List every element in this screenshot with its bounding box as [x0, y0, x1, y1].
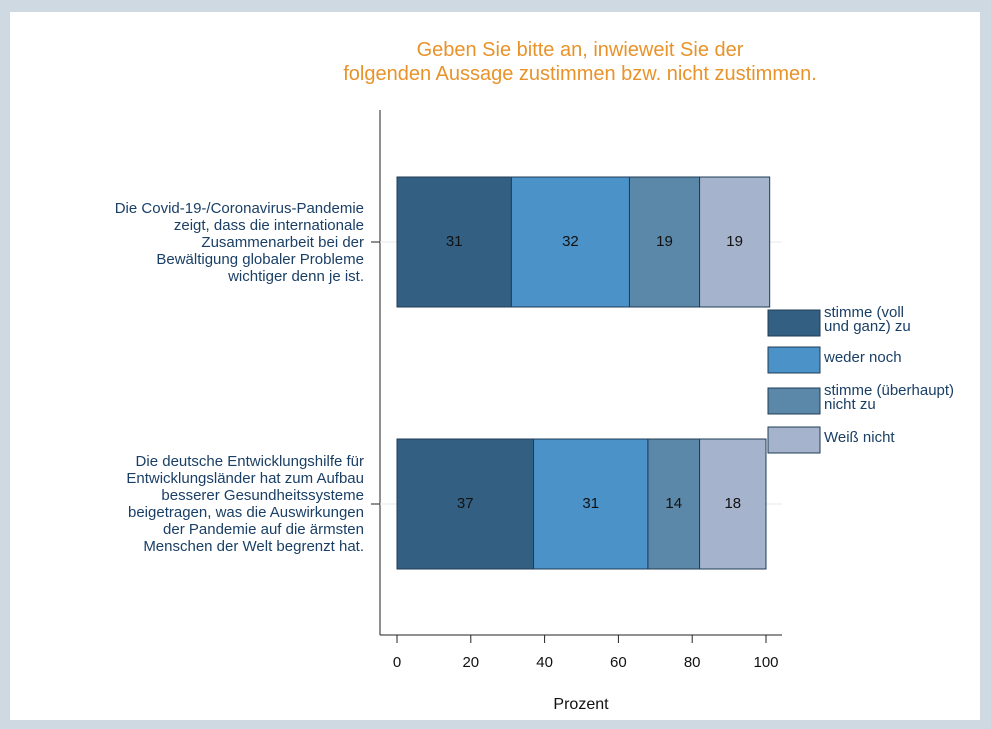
data-label: 31	[582, 495, 599, 512]
data-label: 37	[457, 495, 474, 512]
legend-label: stimme (voll und ganz) zu	[824, 304, 911, 335]
bar-segment	[699, 176, 771, 308]
legend-swatch	[767, 426, 821, 454]
y-tick-label: Die Covid-19-/Coronavirus-Pandemie zeigt…	[114, 199, 364, 285]
x-tick-label: 20	[462, 654, 479, 671]
x-tick-label: 0	[393, 654, 401, 671]
x-tick-label: 40	[536, 654, 553, 671]
bar-segment	[628, 176, 701, 308]
data-label: 18	[724, 495, 741, 512]
x-axis-label: Prozent	[553, 696, 609, 713]
legend-label: weder noch	[824, 349, 902, 366]
bar-segment	[699, 438, 767, 570]
bar-segment	[533, 438, 649, 570]
legend-label: stimme (überhaupt) nicht zu	[824, 382, 955, 413]
data-label: 32	[562, 233, 579, 250]
x-tick-label: 80	[684, 654, 701, 671]
legend-label: Weiß nicht	[824, 429, 895, 446]
bar-segment	[396, 438, 535, 570]
data-label: 31	[446, 233, 463, 250]
legend-swatch	[767, 387, 821, 415]
y-tick-label: Die deutsche Entwicklungshilfe für Entwi…	[126, 453, 364, 555]
data-label: 19	[656, 233, 673, 250]
bar-segment	[647, 438, 701, 570]
data-label: 19	[726, 233, 743, 250]
x-tick-label: 60	[610, 654, 627, 671]
bar-segment	[396, 176, 512, 308]
chart-title: Geben Sie bitte an, inwieweit Sie der fo…	[343, 39, 817, 85]
bar-segment	[510, 176, 630, 308]
data-label: 14	[665, 495, 682, 512]
x-tick-label: 100	[753, 654, 778, 671]
legend-swatch	[767, 346, 821, 374]
legend-swatch	[767, 309, 821, 337]
